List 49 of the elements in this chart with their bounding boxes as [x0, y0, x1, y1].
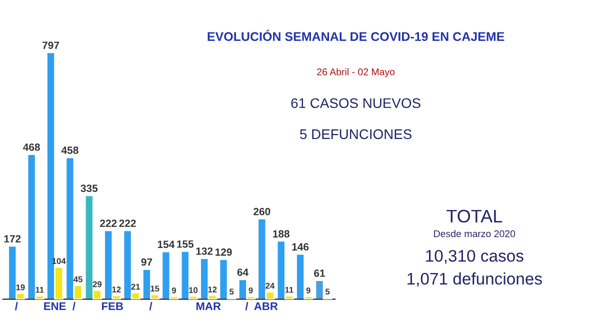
- data-label: 11: [36, 286, 44, 293]
- data-label: 12: [112, 286, 121, 292]
- data-label: 458: [61, 146, 78, 154]
- data-label: 5: [230, 288, 234, 295]
- data-label: 5: [326, 288, 330, 295]
- data-label: 9: [172, 287, 176, 294]
- text: 1,071 defunciones: [408, 272, 542, 287]
- data-label: 468: [23, 143, 40, 151]
- data-label: 260: [254, 208, 270, 216]
- data-label: 155: [177, 240, 194, 248]
- annotation: 5 DEFUNCIONES: [300, 129, 412, 140]
- data-label: 188: [273, 230, 290, 238]
- data-label: 132: [196, 248, 213, 255]
- data-label: 61: [314, 269, 325, 277]
- text: 10,310 casos: [426, 250, 524, 264]
- x-tick-label: /: [14, 302, 18, 310]
- text: 26 Abril - 02 Mayo: [317, 68, 395, 78]
- data-label: 172: [4, 235, 21, 242]
- data-label: 222: [100, 220, 117, 227]
- x-tick-label: ENE: [44, 302, 66, 310]
- x-tick-label: ABR: [254, 302, 278, 310]
- data-label: 19: [16, 284, 25, 290]
- data-label: 9: [248, 287, 253, 294]
- data-label: 21: [131, 284, 140, 290]
- data-label: 222: [119, 220, 136, 227]
- data-label: 797: [42, 42, 59, 49]
- data-label: 29: [92, 281, 102, 288]
- data-label: 154: [158, 240, 175, 248]
- annotation: 61 CASOS NUEVOS: [291, 98, 420, 108]
- x-tick-label: FEB: [102, 302, 123, 310]
- data-label: 146: [292, 243, 309, 251]
- data-label: 10: [189, 287, 198, 294]
- data-label: 97: [141, 258, 152, 266]
- x-tick-label: /: [149, 302, 152, 310]
- text: Desde marzo 2020: [434, 230, 516, 238]
- data-label: 45: [74, 276, 82, 282]
- data-label: 12: [208, 286, 217, 292]
- x-tick-label: MAR: [196, 302, 221, 310]
- x-tick-label: /: [72, 302, 76, 310]
- x-tick-label: /: [245, 302, 248, 310]
- data-label: 129: [215, 248, 232, 256]
- data-label: 11: [285, 286, 294, 293]
- data-label: 64: [237, 268, 248, 276]
- data-label: 9: [306, 287, 310, 294]
- data-label: 15: [150, 286, 160, 292]
- chart-title: EVOLUCIÓN SEMANAL DE COVID-19 EN CAJEME: [208, 30, 504, 41]
- data-label: 24: [266, 282, 275, 289]
- data-label: 335: [80, 184, 98, 192]
- text: TOTAL: [446, 210, 502, 223]
